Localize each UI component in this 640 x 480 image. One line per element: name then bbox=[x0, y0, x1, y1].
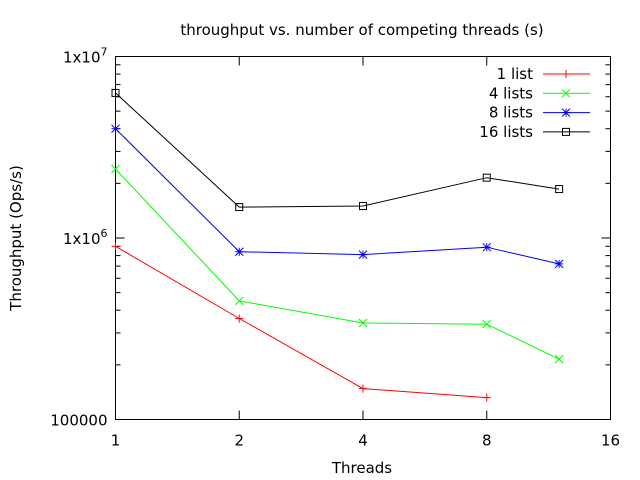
x-tick-label: 16 bbox=[601, 432, 620, 450]
legend-label: 16 lists bbox=[479, 123, 533, 141]
plot-border bbox=[115, 56, 611, 420]
data-point bbox=[111, 242, 120, 251]
data-point bbox=[358, 318, 368, 328]
legend-label: 1 list bbox=[497, 65, 533, 83]
legend-item: 4 lists bbox=[489, 84, 590, 102]
series-layer bbox=[111, 88, 564, 402]
data-point bbox=[234, 296, 244, 306]
data-point bbox=[554, 259, 564, 269]
data-point bbox=[555, 185, 564, 194]
data-point bbox=[359, 384, 367, 393]
data-point bbox=[234, 247, 244, 257]
chart-title: throughput vs. number of competing threa… bbox=[180, 21, 543, 39]
data-point bbox=[562, 70, 570, 78]
series-line bbox=[115, 168, 560, 360]
data-point bbox=[482, 319, 492, 329]
legend-item: 16 lists bbox=[479, 123, 590, 141]
y-tick-label: 1x107 bbox=[63, 46, 108, 67]
series-8-lists bbox=[111, 124, 564, 269]
x-tick-label: 1 bbox=[111, 432, 121, 450]
legend-label: 4 lists bbox=[489, 84, 533, 102]
legend-item: 8 lists bbox=[489, 104, 590, 122]
data-point bbox=[482, 242, 492, 252]
series-1-list bbox=[111, 242, 491, 402]
series-16-lists bbox=[111, 88, 564, 212]
series-4-lists bbox=[111, 164, 564, 364]
data-point bbox=[482, 173, 491, 182]
data-point bbox=[111, 88, 120, 97]
data-point bbox=[561, 88, 571, 98]
data-point bbox=[235, 203, 244, 212]
data-point bbox=[359, 202, 367, 211]
data-point bbox=[111, 164, 120, 174]
series-line bbox=[115, 245, 487, 399]
data-point bbox=[561, 108, 571, 117]
x-tick-label: 2 bbox=[234, 432, 244, 450]
data-point bbox=[358, 250, 368, 259]
x-tick-label: 4 bbox=[358, 432, 368, 450]
data-point bbox=[111, 124, 120, 134]
axis-ticks bbox=[115, 56, 611, 420]
axis-tick-labels: 1 2 4 8 16 100000 1x106 1x107 bbox=[50, 46, 620, 450]
data-point bbox=[482, 393, 491, 402]
x-tick-label: 8 bbox=[482, 432, 492, 450]
series-line bbox=[115, 128, 560, 265]
data-point bbox=[562, 127, 570, 136]
y-tick-label: 100000 bbox=[50, 412, 107, 430]
y-axis-label: Throughput (Ops/s) bbox=[7, 165, 25, 312]
legend-label: 8 lists bbox=[489, 104, 533, 122]
legend-item: 1 list bbox=[497, 65, 590, 83]
series-line bbox=[115, 92, 560, 208]
x-axis-label: Threads bbox=[331, 459, 392, 477]
y-tick-label: 1x106 bbox=[63, 227, 108, 248]
data-point bbox=[554, 354, 564, 364]
data-point bbox=[235, 314, 244, 323]
